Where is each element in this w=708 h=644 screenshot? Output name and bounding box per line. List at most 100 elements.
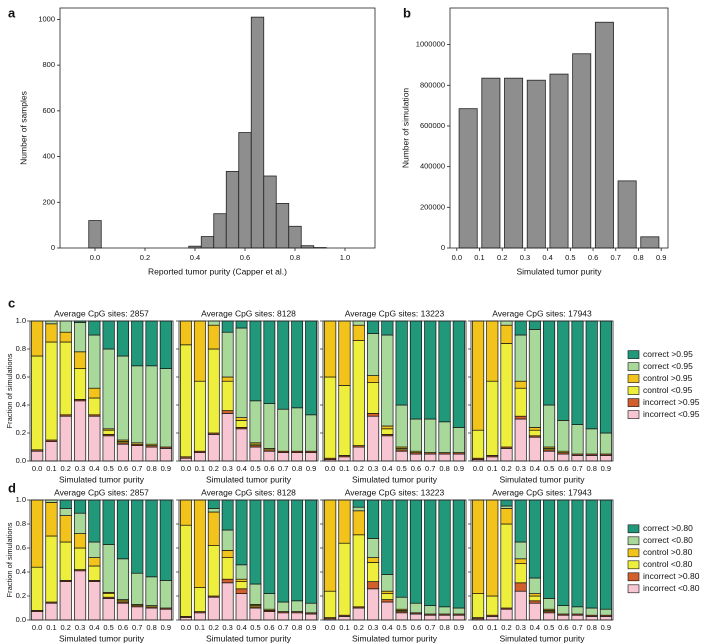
bar-segment xyxy=(207,320,220,326)
bar-segment xyxy=(102,435,115,462)
bar-segment xyxy=(88,415,101,462)
bar-segment xyxy=(472,593,485,618)
bar-segment xyxy=(424,453,437,462)
bar-segment xyxy=(528,595,541,602)
bar-segment xyxy=(263,320,276,404)
x-axis-label: Simulated tumor purity xyxy=(499,633,585,643)
bar-segment xyxy=(557,605,570,615)
bar-segment xyxy=(324,376,337,459)
bar-segment xyxy=(338,616,351,621)
bar-segment xyxy=(131,606,144,621)
legend-swatch xyxy=(627,362,640,371)
bar-segment xyxy=(338,542,351,616)
bar-segment xyxy=(221,376,234,382)
bar-segment xyxy=(305,320,317,416)
bar-segment xyxy=(59,541,72,581)
y-tick-label: 1.0 xyxy=(16,495,26,504)
panel-label: b xyxy=(403,5,411,20)
bar-segment xyxy=(424,418,437,453)
bar-segment xyxy=(366,538,380,558)
bar-segment xyxy=(221,529,234,551)
bar-segment xyxy=(88,541,101,558)
x-tick-label: 0.4 xyxy=(89,464,99,473)
bar-segment xyxy=(424,614,437,621)
bar-segment xyxy=(207,499,220,509)
bar-segment xyxy=(73,533,87,549)
x-axis-label: Simulated tumor purity xyxy=(206,633,292,643)
legend-label: correct <0.80 xyxy=(643,535,693,545)
x-tick-label: 0.9 xyxy=(601,464,611,473)
bar-segment xyxy=(116,355,130,441)
y-axis-label: Number of samples xyxy=(18,91,28,165)
bar xyxy=(200,236,215,249)
bar-segment xyxy=(235,320,248,329)
legend-swatch xyxy=(627,536,640,546)
x-tick-label: 0.2 xyxy=(501,623,511,632)
x-tick-label: 0.4 xyxy=(530,623,540,632)
bar-segment xyxy=(543,450,556,462)
bar-segment xyxy=(381,601,394,621)
y-tick-label: 400 xyxy=(42,152,55,161)
bar-segment xyxy=(116,558,130,600)
bar-segment xyxy=(221,578,234,584)
bar-segment xyxy=(352,607,365,621)
y-tick-label: 200000 xyxy=(420,202,445,211)
bar-segment xyxy=(324,320,337,378)
bar-segment xyxy=(381,320,394,336)
y-tick-label: 0 xyxy=(51,243,55,252)
x-axis-label: Simulated tumor purity xyxy=(352,633,438,643)
bar-segment xyxy=(131,445,144,462)
bar-segment xyxy=(395,450,408,462)
bar-segment xyxy=(305,499,317,604)
bar-segment xyxy=(500,505,513,509)
legend-swatch xyxy=(627,410,640,419)
x-tick-label: 0.7 xyxy=(611,253,621,262)
bar-segment xyxy=(221,410,234,414)
bar-segment xyxy=(500,508,513,525)
axes-frame xyxy=(449,7,669,249)
bar-segment xyxy=(193,499,206,588)
x-tick-label: 0.3 xyxy=(520,253,530,262)
x-tick-label: 0.9 xyxy=(161,464,171,473)
panel-title: Average CpG sites: 2857 xyxy=(54,487,149,497)
x-tick-label: 0.4 xyxy=(236,464,246,473)
y-tick-label: 0.2 xyxy=(16,591,26,600)
bar-segment xyxy=(59,341,72,416)
x-tick-label: 0.7 xyxy=(278,464,288,473)
bar-segment xyxy=(59,499,72,509)
legend-label: control <0.95 xyxy=(643,385,693,395)
bar-segment xyxy=(528,499,541,579)
bar-segment xyxy=(338,385,351,456)
y-tick-label: 0.4 xyxy=(16,400,26,409)
bar-segment xyxy=(395,499,408,598)
bar-segment xyxy=(395,320,408,406)
x-tick-label: 0.8 xyxy=(439,464,449,473)
bar-segment xyxy=(366,375,380,383)
legend-swatch xyxy=(627,350,640,359)
x-tick-label: 0.2 xyxy=(497,253,507,262)
bar-segment xyxy=(500,343,513,448)
x-axis-label: Simulated tumor purity xyxy=(206,474,292,484)
x-axis-label: Simulated tumor purity xyxy=(59,633,145,643)
bar-segment xyxy=(486,595,499,616)
bar-segment xyxy=(486,380,499,456)
bar-segment xyxy=(45,323,58,343)
x-tick-label: 0.5 xyxy=(396,464,406,473)
bar-segment xyxy=(500,320,513,326)
x-tick-label: 0.6 xyxy=(588,253,598,262)
panel-title: Average CpG sites: 2857 xyxy=(54,308,149,318)
bar xyxy=(88,220,102,249)
bar-segment xyxy=(324,590,337,618)
bar-segment xyxy=(73,499,87,514)
y-tick-label: 0.8 xyxy=(16,344,26,353)
bar-segment xyxy=(395,596,408,610)
x-tick-label: 0.9 xyxy=(306,464,316,473)
bar-segment xyxy=(500,608,513,621)
bar-segment xyxy=(585,428,598,455)
y-tick-label: 800 xyxy=(42,60,55,69)
x-tick-label: 0.0 xyxy=(325,464,335,473)
bar xyxy=(481,77,501,249)
x-axis-label: Reported tumor purity (Capper et al.) xyxy=(148,266,287,276)
bar-segment xyxy=(291,452,304,462)
legend-label: incorrect >0.95 xyxy=(643,397,700,407)
